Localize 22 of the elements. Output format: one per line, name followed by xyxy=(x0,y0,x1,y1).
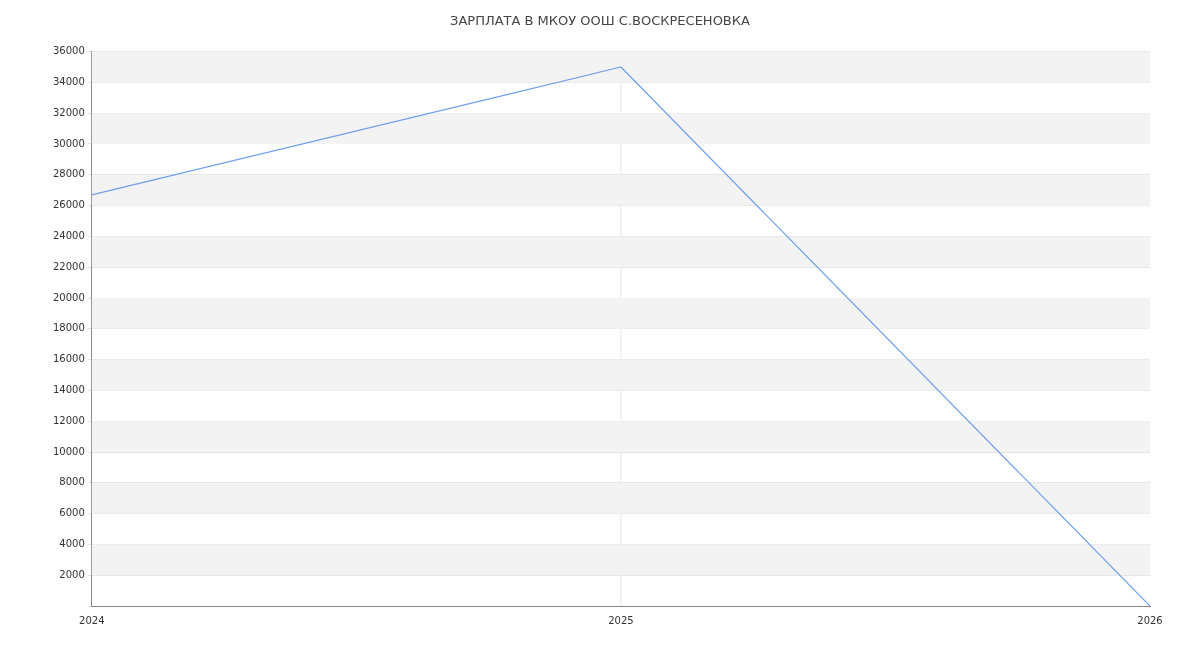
y-tick-label: 12000 xyxy=(53,414,85,426)
y-tick-label: 18000 xyxy=(53,322,85,334)
y-tick-label: 8000 xyxy=(59,476,85,488)
y-tick-label: 34000 xyxy=(53,75,85,87)
y-tick-label: 2000 xyxy=(59,568,85,580)
chart-title: ЗАРПЛАТА В МКОУ ООШ С.ВОСКРЕСЕНОВКА xyxy=(450,13,751,29)
x-tick-label: 2026 xyxy=(1137,614,1163,626)
y-tick-label: 6000 xyxy=(59,507,85,519)
y-tick-label: 4000 xyxy=(59,537,85,549)
x-tick-label: 2024 xyxy=(79,614,105,626)
y-tick-label: 36000 xyxy=(53,45,85,57)
y-tick-label: 24000 xyxy=(53,229,85,241)
y-tick-label: 26000 xyxy=(53,199,85,211)
y-tick-label: 30000 xyxy=(53,137,85,149)
y-tick-label: 32000 xyxy=(53,106,85,118)
y-tick-label: 10000 xyxy=(53,445,85,457)
x-tick-label: 2025 xyxy=(608,614,634,626)
y-tick-label: 16000 xyxy=(53,353,85,365)
y-tick-label: 14000 xyxy=(53,383,85,395)
y-tick-label: 28000 xyxy=(53,168,85,180)
y-tick-label: 22000 xyxy=(53,260,85,272)
y-tick-label: 20000 xyxy=(53,291,85,303)
